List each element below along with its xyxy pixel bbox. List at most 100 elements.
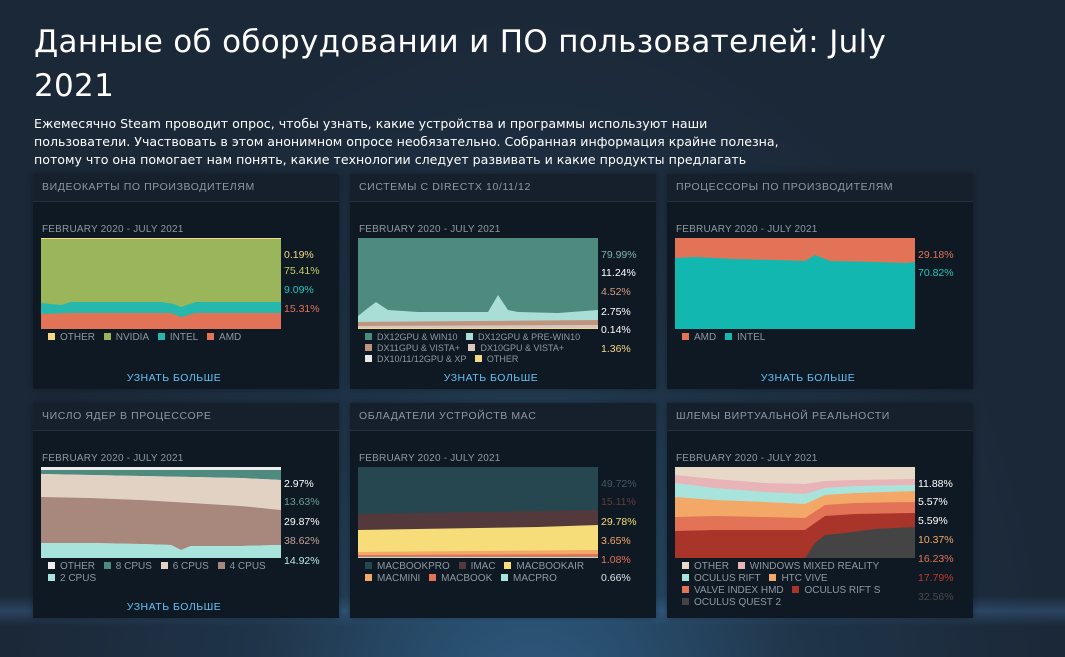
legend-swatch: [466, 333, 474, 340]
legend-item: DX10GPU & VISTA+: [468, 343, 564, 354]
legend-label: AMD: [219, 332, 242, 343]
pct-dx-xp: 0.14%: [601, 324, 631, 336]
learn-more-link[interactable]: УЗНАТЬ БОЛЬШЕ: [126, 372, 222, 384]
learn-more-link[interactable]: УЗНАТЬ БОЛЬШЕ: [126, 601, 222, 613]
page-title: Данные об оборудовании и ПО пользователе…: [34, 24, 887, 104]
panel-header: ШЛЕМЫ ВИРТУАЛЬНОЙ РЕАЛЬНОСТИ: [667, 403, 973, 431]
panel-body: FEBRUARY 2020 - JULY 2021 29.18% 70.82% …: [667, 202, 973, 389]
legend-swatch: [682, 598, 689, 605]
panel-header: ЧИСЛО ЯДЕР В ПРОЦЕССОРЕ: [33, 403, 339, 431]
legend-item: 2 CPUS: [48, 573, 96, 585]
pct-index: 16.23%: [918, 553, 954, 565]
legend-label: INTEL: [169, 332, 199, 343]
series-other-area: [358, 328, 598, 329]
pct-wmr: 5.57%: [918, 496, 948, 508]
panel-body: FEBRUARY 2020 - JULY 2021 11.88% 5.57% 5…: [667, 431, 973, 618]
legend-label: OCULUS RIFT: [694, 573, 761, 584]
chart-legend: OTHER NVIDIA INTEL AMD: [48, 332, 247, 343]
panel-body: FEBRUARY 2020 - JULY 2021 0.19% 75.41% 9…: [33, 202, 339, 389]
series-8cpus-area: [41, 470, 281, 480]
legend-label: HTC VIVE: [781, 573, 828, 584]
pct-dx10-vista: 2.75%: [601, 306, 631, 318]
legend-label: MACBOOKPRO: [377, 561, 450, 572]
pct-nvidia: 75.41%: [284, 265, 320, 277]
legend-label: DX10GPU & VISTA+: [480, 343, 565, 353]
pct-intel: 70.82%: [918, 267, 954, 279]
date-range: FEBRUARY 2020 - JULY 2021: [676, 453, 818, 464]
date-range: FEBRUARY 2020 - JULY 2021: [42, 224, 184, 235]
legend-item: AMD: [682, 332, 716, 343]
legend-label: 4 CPUS: [229, 561, 266, 572]
date-range: FEBRUARY 2020 - JULY 2021: [676, 224, 818, 235]
legend-item: OTHER: [474, 354, 518, 365]
chart-legend: OTHER WINDOWS MIXED REALITY OCULUS RIFT …: [682, 561, 886, 609]
pct-dx12-prewin10: 11.24%: [601, 267, 636, 279]
panel-title: ПРОЦЕССОРЫ ПО ПРОИЗВОДИТЕЛЯМ: [676, 181, 894, 193]
pct-vive: 10.37%: [918, 534, 954, 546]
legend-label: DX12GPU & WIN10: [377, 332, 458, 342]
area-chart: [358, 238, 598, 329]
legend-swatch: [682, 333, 689, 340]
series-macbookair-area: [358, 525, 598, 558]
legend-swatch: [103, 562, 111, 569]
legend-label: OTHER: [60, 561, 95, 572]
series-6cpus-area: [41, 474, 281, 510]
legend-swatch: [217, 562, 225, 569]
legend-swatch: [365, 333, 372, 340]
legend-label: MACBOOKAIR: [516, 561, 585, 572]
panel-cpu-cores: ЧИСЛО ЯДЕР В ПРОЦЕССОРЕ FEBRUARY 2020 - …: [33, 403, 339, 618]
series-4cpus-area: [41, 497, 281, 550]
legend-swatch: [160, 562, 168, 569]
legend-item: 4 CPUS: [217, 561, 266, 573]
legend-label: DX10/11/12GPU & XP: [377, 354, 467, 364]
learn-more-link[interactable]: УЗНАТЬ БОЛЬШЕ: [760, 372, 856, 384]
legend-swatch: [682, 562, 689, 569]
legend-label: DX12GPU & PRE-WIN10: [478, 332, 581, 342]
legend-item: 8 CPUS: [103, 561, 152, 573]
learn-more-link[interactable]: УЗНАТЬ БОЛЬШЕ: [443, 372, 539, 384]
series-intel-area: [675, 255, 915, 329]
legend-swatch: [792, 586, 800, 593]
legend-swatch: [468, 344, 476, 351]
date-range: FEBRUARY 2020 - JULY 2021: [359, 224, 501, 235]
panel-cpu-vendors: ПРОЦЕССОРЫ ПО ПРОИЗВОДИТЕЛЯМ FEBRUARY 20…: [667, 174, 973, 389]
legend-item: AMD: [207, 332, 241, 343]
legend-item: 6 CPUS: [160, 561, 209, 573]
series-other-area: [41, 238, 281, 239]
legend-item: NVIDIA: [103, 332, 149, 343]
legend-swatch: [682, 586, 689, 593]
legend-label: INTEL: [737, 332, 766, 343]
legend-label: DX11GPU & VISTA+: [377, 343, 460, 353]
panel-title: ВИДЕОКАРТЫ ПО ПРОИЗВОДИТЕЛЯМ: [42, 181, 255, 193]
legend-item: OCULUS QUEST 2: [682, 597, 781, 609]
panel-vr-headsets: ШЛЕМЫ ВИРТУАЛЬНОЙ РЕАЛЬНОСТИ FEBRUARY 20…: [667, 403, 973, 618]
legend-label: VALVE INDEX HMD: [694, 585, 784, 596]
legend-swatch: [737, 562, 745, 569]
panel-header: ВИДЕОКАРТЫ ПО ПРОИЗВОДИТЕЛЯМ: [33, 174, 339, 202]
legend-label: 6 CPUS: [172, 561, 209, 572]
pct-amd: 29.18%: [918, 249, 954, 261]
legend-label: MACMINI: [377, 573, 421, 584]
chart-legend: DX12GPU & WIN10 DX12GPU & PRE-WIN10 DX11…: [365, 332, 586, 365]
legend-swatch: [365, 574, 372, 581]
legend-label: MACPRO: [513, 573, 557, 584]
series-2cpus-area: [41, 543, 281, 558]
panel-mac-owners: ОБЛАДАТЕЛИ УСТРОЙСТВ MAC FEBRUARY 2020 -…: [350, 403, 656, 618]
pct-4cpus: 38.62%: [284, 535, 320, 547]
legend-label: OTHER: [60, 332, 95, 343]
date-range: FEBRUARY 2020 - JULY 2021: [359, 453, 501, 464]
legend-item: DX12GPU & WIN10: [365, 332, 458, 343]
legend-label: 2 CPUS: [60, 573, 97, 584]
pct-intel: 9.09%: [284, 284, 314, 296]
panel-directx-systems: СИСТЕМЫ С DIRECTX 10/11/12 FEBRUARY 2020…: [350, 174, 656, 389]
pct-dx12-win10: 79.99%: [601, 249, 637, 261]
legend-swatch: [725, 333, 733, 340]
panel-body: FEBRUARY 2020 - JULY 2021 2.97% 13.63% 2…: [33, 431, 339, 618]
legend-label: OCULUS QUEST 2: [694, 597, 782, 608]
pct-other: 0.19%: [284, 249, 314, 261]
pct-8cpus: 13.63%: [284, 496, 320, 508]
legend-item: OTHER: [682, 561, 729, 573]
pct-macbookpro: 49.72%: [601, 478, 637, 490]
panel-body: FEBRUARY 2020 - JULY 2021 49.72% 15.11% …: [350, 431, 656, 618]
pct-dx11-vista: 4.52%: [601, 286, 631, 298]
